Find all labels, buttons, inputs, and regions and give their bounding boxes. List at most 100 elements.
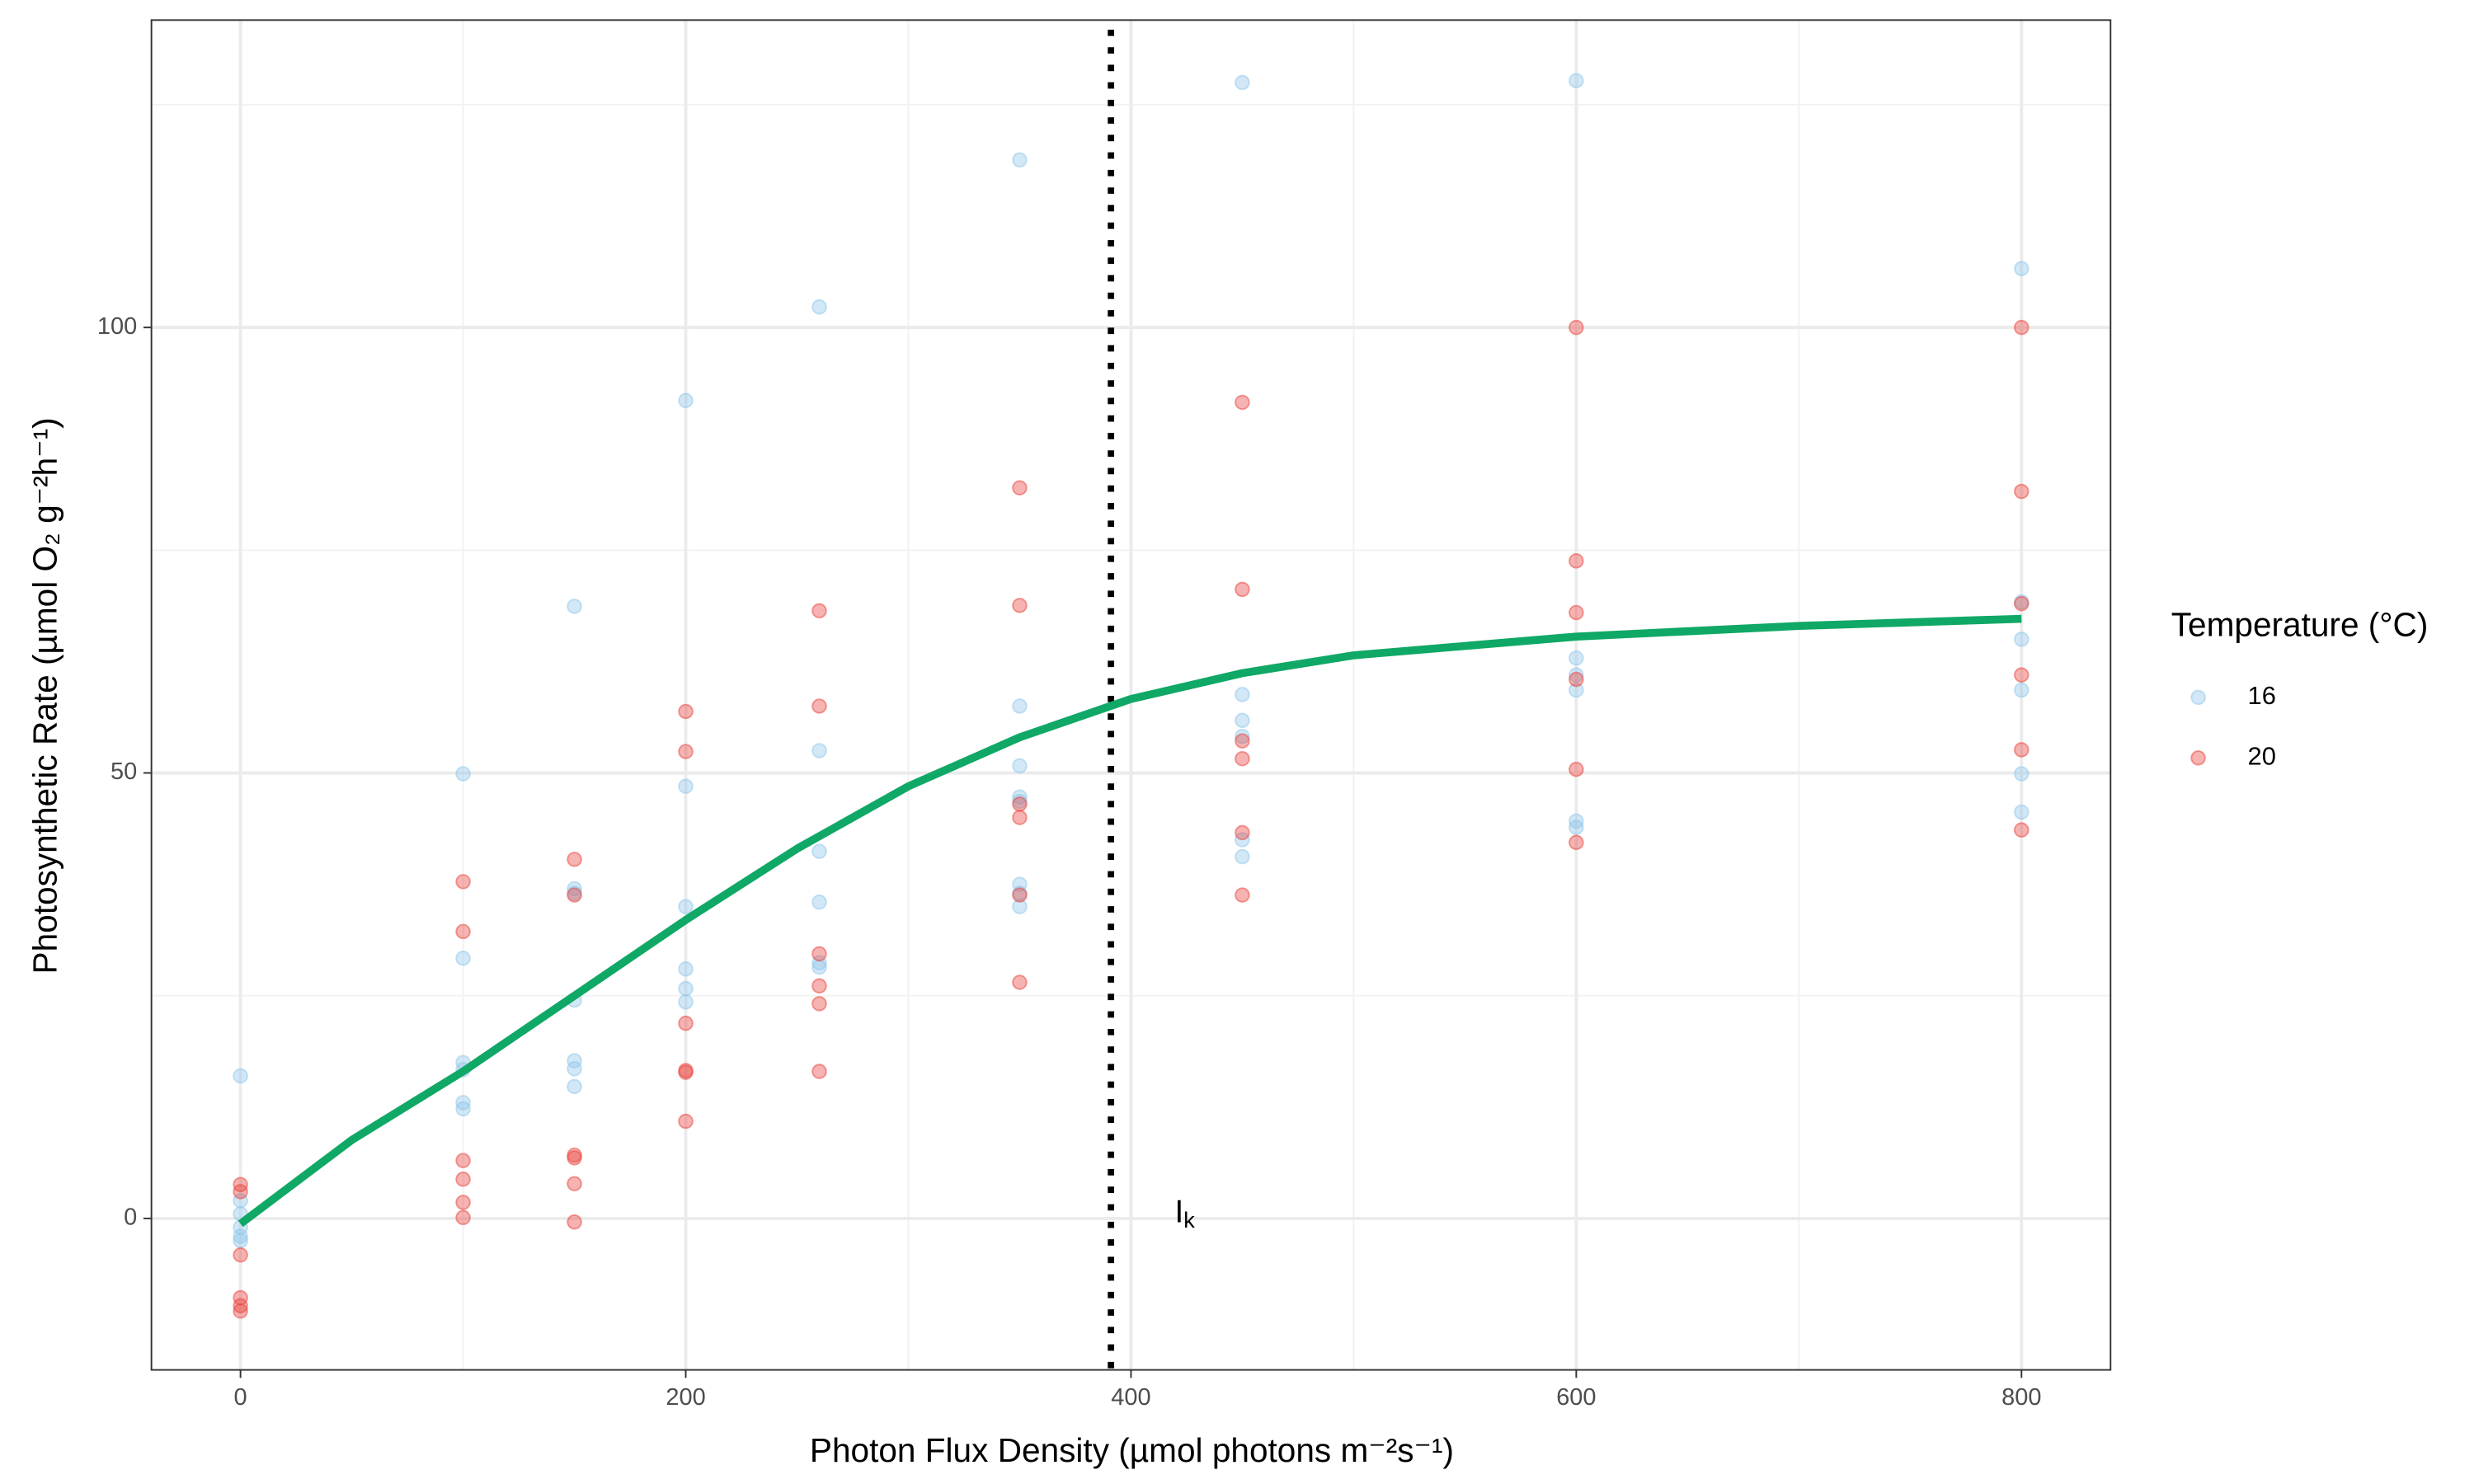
data-point [811,996,827,1012]
data-point [678,703,694,720]
data-point [811,894,827,910]
y-tick-label: 100 [97,313,137,340]
data-point [811,698,827,714]
data-point [1235,824,1250,841]
data-point [678,961,694,977]
data-point [1012,698,1028,714]
data-point [1235,733,1250,749]
data-point [567,599,582,614]
data-point [1012,887,1028,903]
data-point [1235,687,1250,702]
data-point [1569,604,1584,621]
data-point [678,778,694,795]
reference-label-main: I [1174,1195,1183,1230]
data-point [1569,553,1584,569]
y-axis-title: Photosynthetic Rate (µmol O₂ g⁻²h⁻¹) [26,417,64,974]
data-point [811,743,827,758]
data-point [811,946,827,962]
data-point [811,603,827,619]
data-point [1235,887,1250,903]
data-point [678,392,694,409]
x-tick-label: 0 [234,1384,247,1411]
data-point [811,843,827,859]
data-point [1235,394,1250,411]
legend-title: Temperature (°C) [2171,606,2429,644]
data-point [1012,899,1028,914]
data-point [567,1061,582,1077]
data-point [1235,74,1250,91]
data-point [1235,728,1250,744]
data-point [1569,761,1584,777]
data-point [455,1209,471,1226]
legend-label: 16 [2248,681,2276,710]
data-point [1569,671,1584,688]
data-point [233,1233,248,1249]
legend-key [2190,750,2206,766]
data-point [455,1195,471,1210]
data-point [2014,766,2030,782]
legend-label: 20 [2248,742,2276,771]
data-point [1569,667,1584,683]
data-point [2014,742,2030,758]
data-point [1012,598,1028,613]
y-tick-label: 0 [124,1205,137,1231]
data-point [567,1214,582,1230]
data-point [1235,848,1250,865]
data-point [2014,632,2030,647]
data-point [567,852,582,867]
data-point [678,980,694,997]
x-axis-title: Photon Flux Density (µmol photons m⁻²s⁻¹… [810,1431,1454,1469]
data-point [2014,667,2030,683]
data-point [1012,974,1028,990]
data-point [2014,595,2030,612]
data-point [2014,483,2030,500]
y-tick-label: 50 [111,758,137,785]
data-point [1569,834,1584,851]
data-point [1012,810,1028,825]
data-point [678,1113,694,1129]
data-point [1235,750,1250,767]
data-point [567,887,582,903]
x-tick-label: 800 [2001,1384,2041,1411]
data-point [233,1303,248,1319]
x-tick-label: 400 [1111,1384,1150,1411]
reference-label: Ik [1174,1195,1195,1233]
data-point [811,978,827,994]
data-point [1235,581,1250,598]
data-point [2014,682,2030,698]
data-point [233,1228,248,1244]
data-point [455,923,471,940]
data-point [567,1176,582,1192]
data-point [455,1101,471,1117]
data-point [811,1064,827,1079]
data-point [2014,804,2030,820]
data-point [233,1298,248,1314]
data-point [678,1015,694,1031]
data-point [1569,819,1584,835]
data-point [1012,152,1028,168]
data-point [1569,319,1584,336]
data-point [455,874,471,890]
data-point [567,1150,582,1166]
legend-key [2190,689,2206,706]
data-point [1012,480,1028,495]
data-point [455,951,471,966]
data-point [678,744,694,759]
data-point [2014,822,2030,838]
data-point [1569,650,1584,666]
data-point [567,1053,582,1068]
data-point [678,993,694,1010]
data-point [1235,712,1250,729]
data-point [1569,682,1584,698]
data-point [678,899,694,914]
data-point [1569,73,1584,89]
reference-label-sub: k [1183,1208,1195,1233]
data-point [233,1247,248,1263]
x-tick-label: 200 [666,1384,705,1411]
data-point [455,766,471,782]
fit-line [238,614,2022,1228]
data-point [455,1172,471,1187]
x-tick-label: 600 [1556,1384,1596,1411]
